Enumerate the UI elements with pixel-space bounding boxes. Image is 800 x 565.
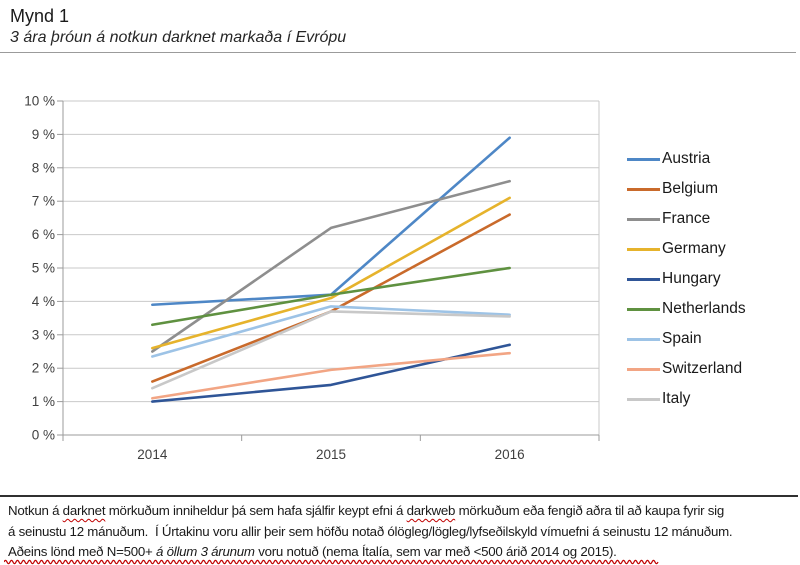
figure-subtitle: 3 ára þróun á notkun darknet markaða í E… [10, 29, 347, 46]
legend-swatch [627, 217, 660, 221]
footnote-text: á seinustu 12 mánuðum. Í Úrtakinu voru a… [8, 523, 733, 539]
footnote-line-3: Aðeins lönd með N=500+ á öllum 3 árunum … [0, 542, 800, 563]
legend-item-germany: Germany [627, 234, 746, 264]
legend-label: Hungary [662, 270, 721, 287]
legend-label: Austria [662, 150, 711, 167]
series-line-germany [151, 196, 511, 350]
squiggle-wave [4, 559, 659, 565]
legend-label: France [662, 210, 711, 227]
legend-item-hungary: Hungary [627, 264, 746, 294]
legend-swatch [627, 187, 660, 191]
legend-swatch [627, 397, 660, 401]
y-axis-label-0: 0 % [32, 428, 55, 443]
footnote-text: voru notuð (nema Ítalía, sem var með <50… [254, 544, 617, 559]
legend-swatch [627, 367, 660, 371]
footnote-divider [0, 495, 798, 497]
legend-label: Italy [662, 390, 691, 407]
y-axis-label-5: 5 % [32, 261, 55, 276]
y-axis-label-7: 7 % [32, 194, 55, 209]
series-line-italy [151, 310, 511, 390]
legend-item-france: France [627, 204, 746, 234]
legend-item-belgium: Belgium [627, 174, 746, 204]
legend-swatch [627, 157, 660, 161]
figure-title: Mynd 1 [10, 6, 70, 26]
legend-label: Netherlands [662, 300, 746, 317]
footnote-text: Notkun á [8, 503, 63, 518]
legend-swatch [627, 337, 660, 341]
legend-item-netherlands: Netherlands [627, 294, 746, 324]
legend-swatch [627, 307, 660, 311]
footnote-text: á öllum 3 árunum [156, 544, 255, 559]
legend-label: Germany [662, 240, 726, 257]
footnote: Notkun á darknet mörkuðum inniheldur þá … [0, 495, 800, 565]
x-axis-label-2014: 2014 [137, 447, 168, 462]
y-axis-label-1: 1 % [32, 394, 55, 409]
series-line-switzerland [151, 351, 511, 400]
footnote-text: mörkuðum eða fengið aðra til að kaupa fy… [455, 503, 725, 518]
chart-legend: Austria Belgium France Germany Hungary Nether… [627, 144, 746, 414]
series-line-austria [151, 136, 511, 307]
header-divider [0, 52, 796, 53]
footnote-line-1: Notkun á darknet mörkuðum inniheldur þá … [0, 501, 800, 522]
y-axis-label-9: 9 % [32, 127, 55, 142]
line-chart: 0 % 1 % 2 % 3 % 4 % 5 % 6 % 7 % 8 % 9 % 10 % 2014 20… [24, 94, 600, 462]
legend-swatch [627, 247, 660, 251]
spellcheck-squiggle [4, 559, 659, 565]
y-axis-label-6: 6 % [32, 227, 55, 242]
series-line-netherlands [151, 266, 511, 327]
legend-label: Switzerland [662, 360, 743, 377]
legend-label: Belgium [662, 180, 718, 197]
y-axis-label-8: 8 % [32, 160, 55, 175]
legend-label: Spain [662, 330, 702, 347]
footnote-text: mörkuðum inniheldur þá sem hafa sjálfir … [105, 503, 407, 518]
y-axis-label-10: 10 % [24, 94, 55, 109]
legend-swatch [627, 277, 660, 281]
flagged-word: darkweb [406, 503, 456, 518]
series-line-hungary [151, 343, 511, 403]
footnote-line-2: á seinustu 12 mánuðum. Í Úrtakinu voru a… [0, 522, 800, 543]
legend-item-italy: Italy [627, 384, 746, 414]
flagged-word: darknet [62, 503, 106, 518]
legend-item-spain: Spain [627, 324, 746, 354]
x-axis-label-2016: 2016 [495, 447, 525, 462]
y-axis-label-3: 3 % [32, 327, 55, 342]
legend-item-austria: Austria [627, 144, 746, 174]
legend-item-switzerland: Switzerland [627, 354, 746, 384]
series-line-spain [151, 305, 511, 358]
x-axis-label-2015: 2015 [316, 447, 346, 462]
series-line-france [151, 179, 511, 353]
y-axis-label-2: 2 % [32, 361, 55, 376]
y-axis-label-4: 4 % [32, 294, 55, 309]
footnote-text: Aðeins lönd með N=500+ [8, 544, 157, 559]
